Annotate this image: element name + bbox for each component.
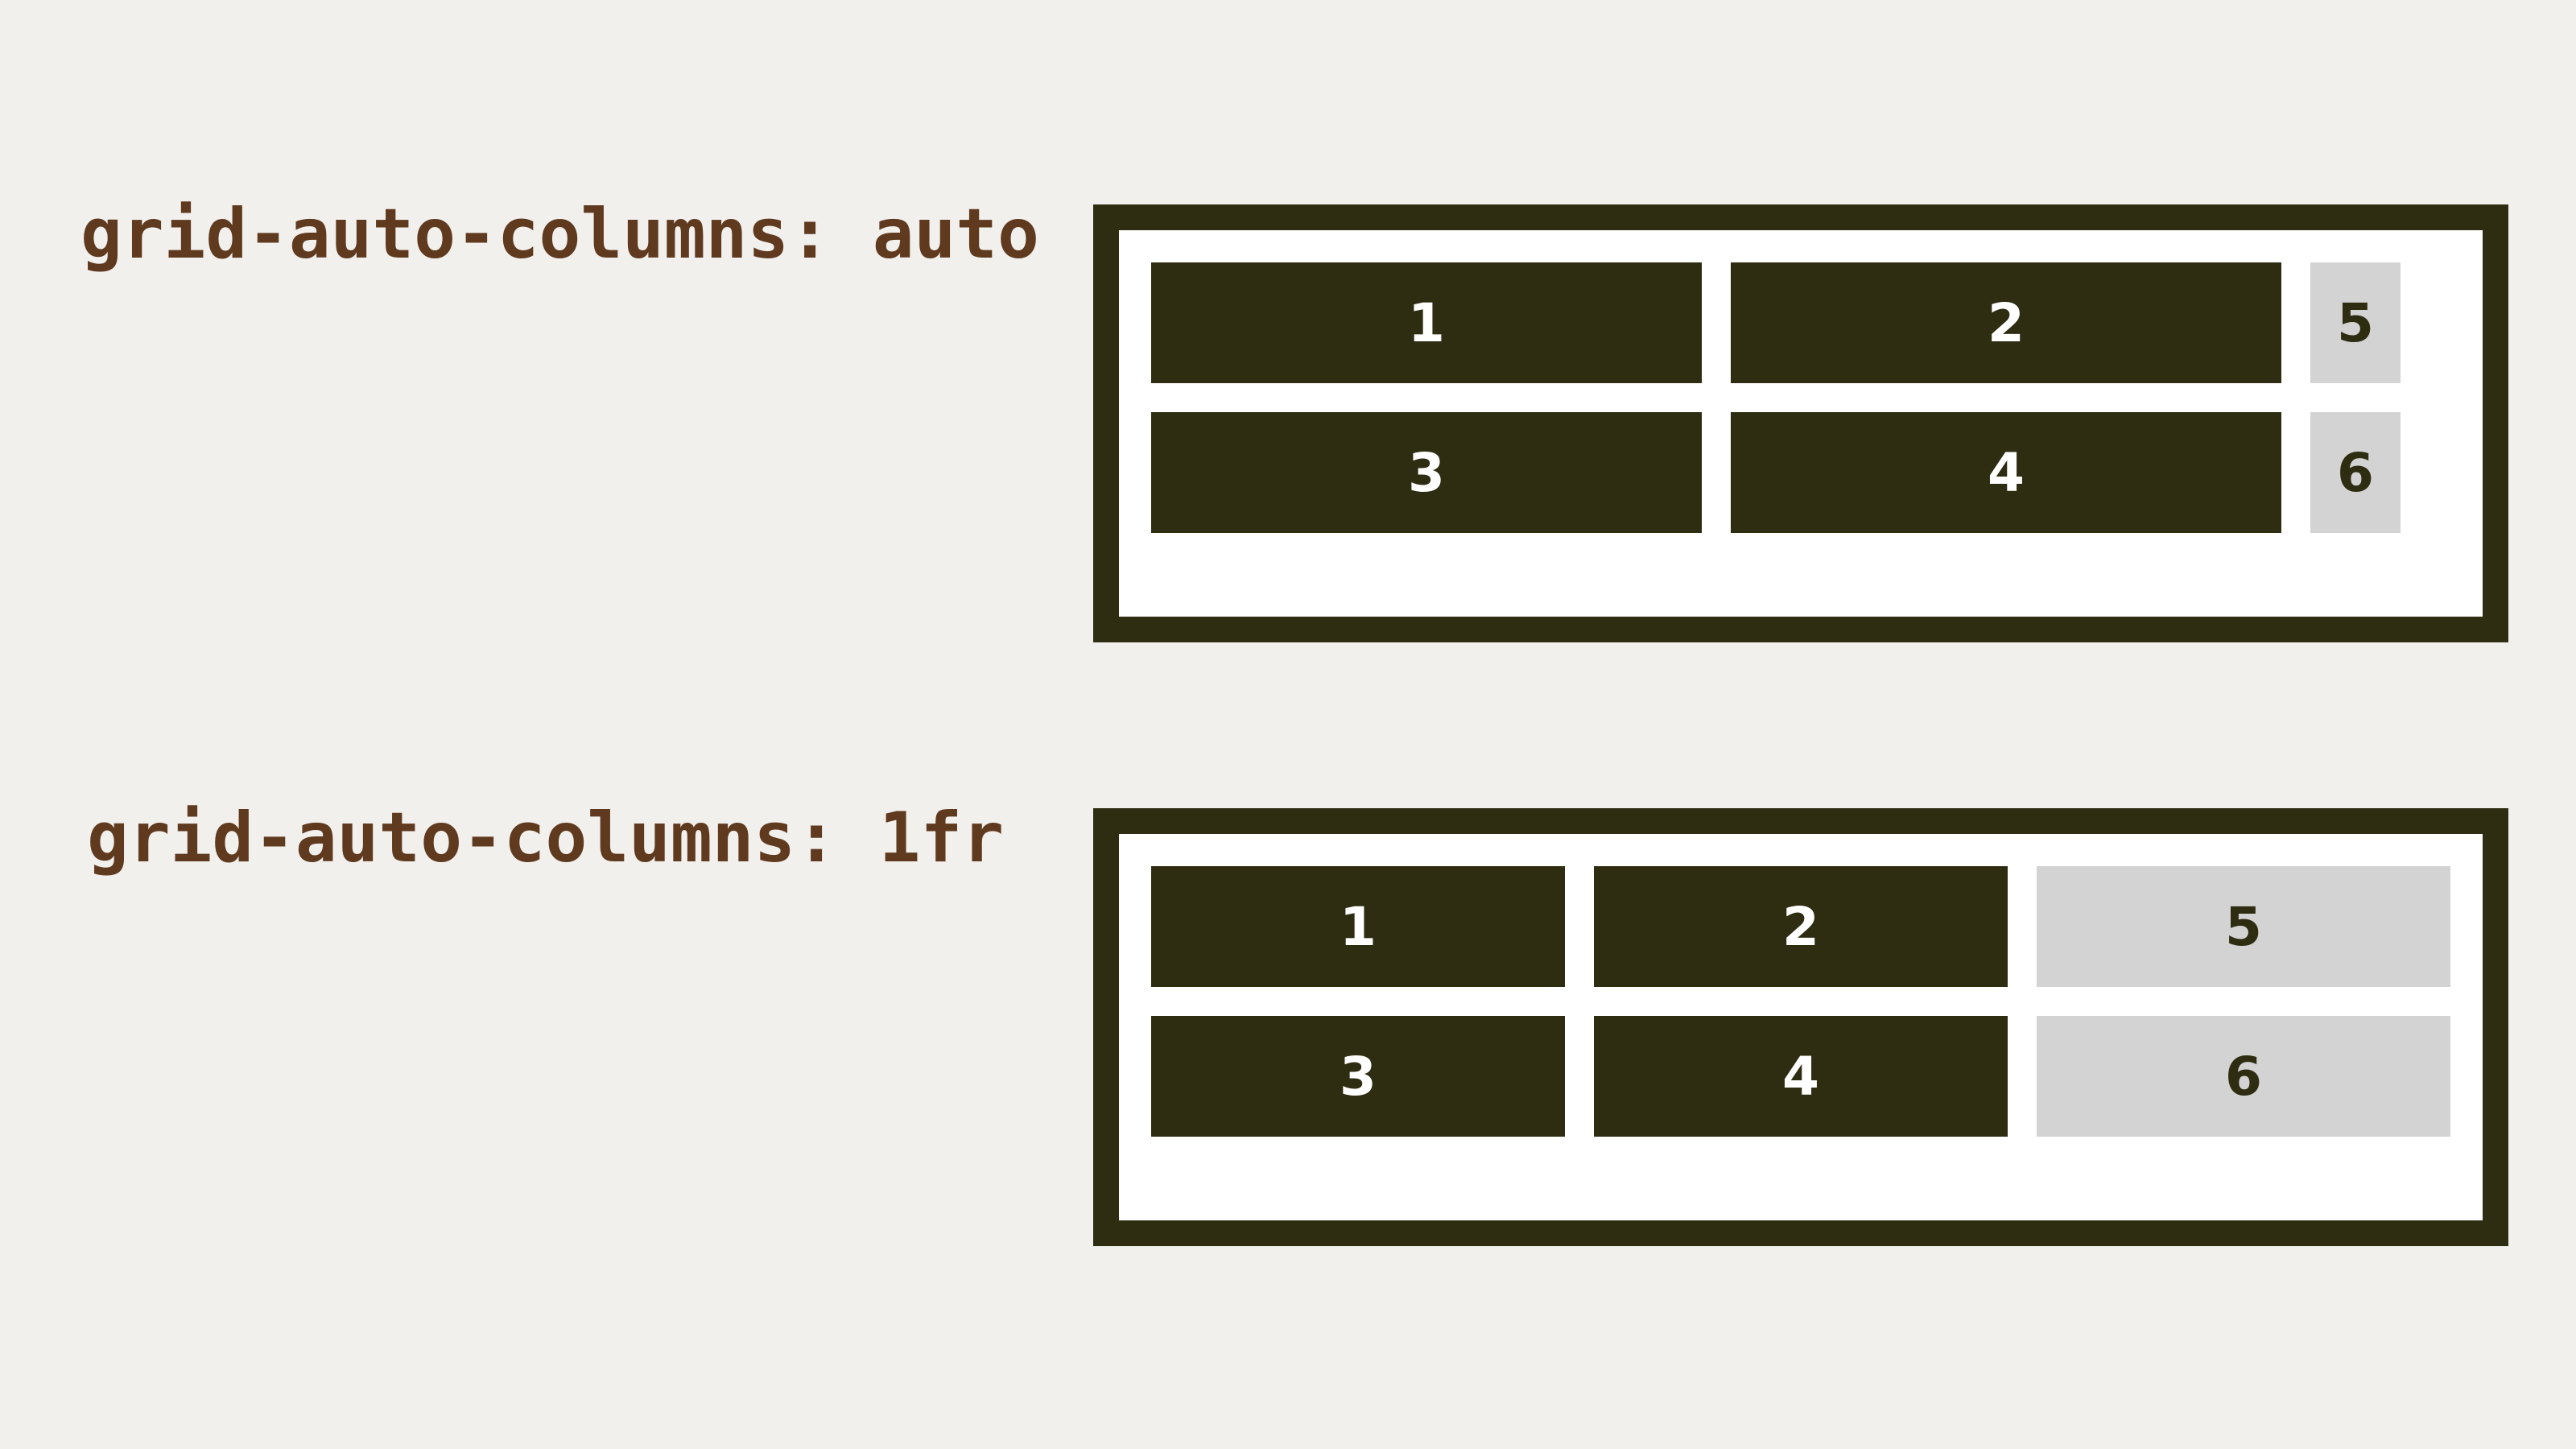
1fr-columns-label: grid-auto-columns: 1fr bbox=[87, 798, 1005, 878]
grid-item-1: 1 bbox=[1151, 262, 1702, 383]
auto-columns-label: grid-auto-columns: auto bbox=[80, 194, 1039, 275]
1fr-columns-grid-container: 1 2 5 3 4 6 bbox=[1093, 808, 2508, 1246]
auto-columns-grid: 1 2 5 3 4 6 bbox=[1151, 262, 2450, 584]
grid-item-6: 6 bbox=[2037, 1016, 2450, 1137]
grid-item-2: 2 bbox=[1594, 866, 2008, 987]
grid-item-3: 3 bbox=[1151, 1016, 1565, 1137]
grid-item-5: 5 bbox=[2037, 866, 2450, 987]
grid-item-6: 6 bbox=[2310, 412, 2401, 533]
grid-item-4: 4 bbox=[1731, 412, 2281, 533]
1fr-columns-grid: 1 2 5 3 4 6 bbox=[1151, 866, 2450, 1188]
auto-columns-grid-container: 1 2 5 3 4 6 bbox=[1093, 204, 2508, 642]
grid-item-2: 2 bbox=[1731, 262, 2281, 383]
grid-item-5: 5 bbox=[2310, 262, 2401, 383]
grid-item-3: 3 bbox=[1151, 412, 1702, 533]
grid-item-4: 4 bbox=[1594, 1016, 2008, 1137]
grid-item-1: 1 bbox=[1151, 866, 1565, 987]
